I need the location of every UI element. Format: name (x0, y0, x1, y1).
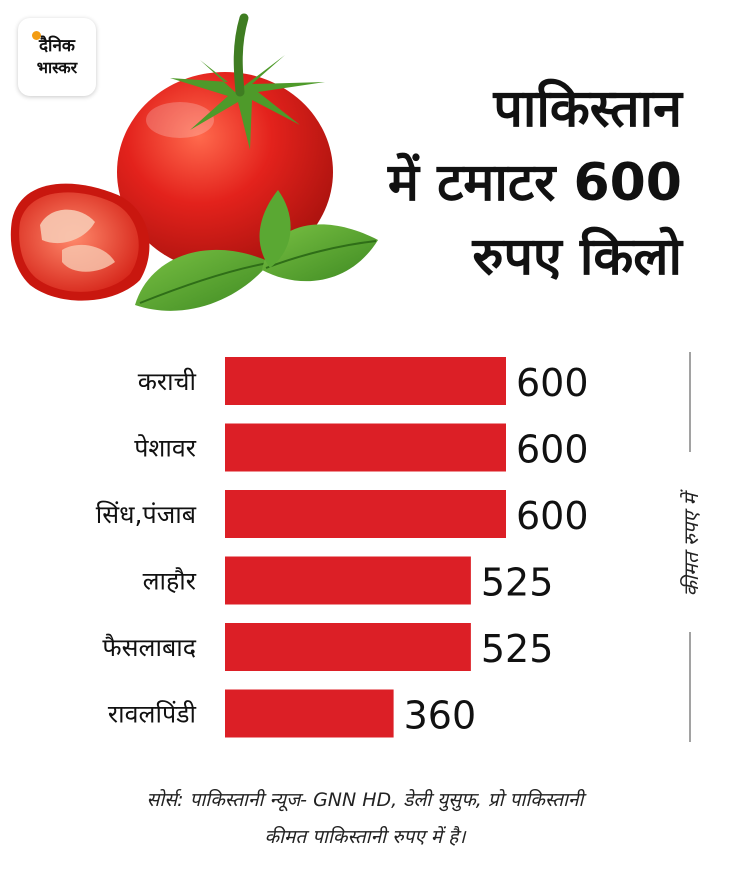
y-axis-label: कीमत रुपए में (679, 489, 703, 597)
logo-text-line2: भास्कर (36, 58, 78, 77)
logo-text-line1: दैनिक (39, 36, 75, 56)
note-line: कीमत पाकिस्तानी रुपए में है। (264, 826, 466, 848)
category-label: पेशावर (134, 434, 197, 463)
bar (225, 623, 471, 671)
bar (225, 689, 394, 738)
bar-value-label: 600 (516, 361, 589, 405)
bar-value-label: 600 (516, 494, 589, 538)
bar (225, 357, 506, 405)
bar (225, 423, 506, 472)
bar-value-label: 360 (404, 694, 477, 738)
bar (225, 556, 471, 605)
headline-line1: पाकिस्तान (493, 79, 682, 139)
bar-value-label: 525 (481, 561, 554, 605)
headline: पाकिस्तान में टमाटर 600 रुपए किलो (342, 72, 682, 294)
category-label: कराची (138, 367, 197, 396)
dainik-bhaskar-logo: दैनिक भास्कर (18, 18, 96, 96)
headline-line2: में टमाटर 600 (387, 153, 682, 213)
tomato-with-basil-icon (10, 13, 378, 311)
category-label: सिंध,पंजाब (96, 500, 197, 529)
category-label: रावलपिंडी (108, 700, 197, 729)
headline-line3: रुपए किलो (472, 227, 682, 287)
source-footer: सोर्स: पाकिस्तानी न्यूज- GNN HD, डेली यु… (0, 782, 730, 856)
category-label: फैसलाबाद (102, 633, 196, 662)
bar-value-label: 525 (481, 627, 554, 671)
bar-value-label: 600 (516, 428, 589, 472)
logo-dot-icon (32, 31, 41, 40)
bar (225, 490, 506, 538)
category-label: लाहौर (143, 567, 197, 596)
source-line: सोर्स: पाकिस्तानी न्यूज- GNN HD, डेली यु… (146, 789, 584, 811)
